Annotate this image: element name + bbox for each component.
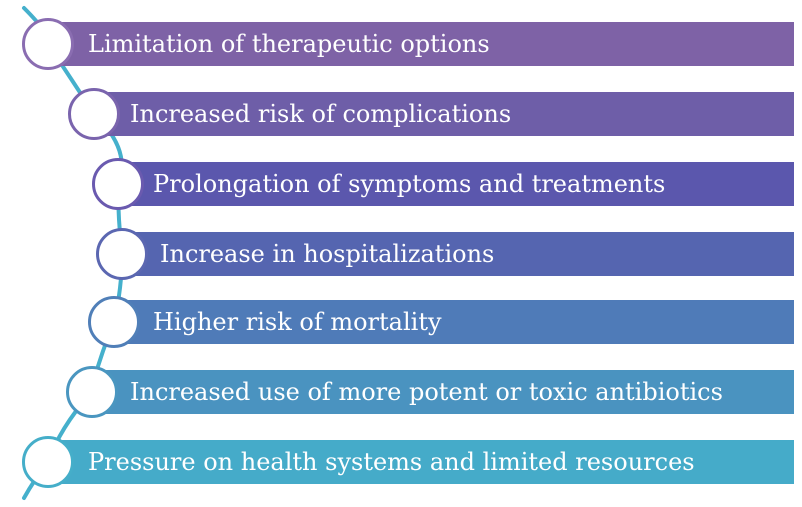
node-circle-4 bbox=[96, 228, 148, 280]
bar-1: Limitation of therapeutic options bbox=[48, 22, 794, 66]
bar-1-label: Limitation of therapeutic options bbox=[88, 30, 490, 58]
node-circle-7 bbox=[22, 436, 74, 488]
bar-3: Prolongation of symptoms and treatments bbox=[118, 162, 794, 206]
bar-5: Higher risk of mortality bbox=[114, 300, 794, 344]
bar-4-label: Increase in hospitalizations bbox=[160, 240, 495, 268]
node-circle-5 bbox=[88, 296, 140, 348]
bar-7-label: Pressure on health systems and limited r… bbox=[88, 448, 695, 476]
node-circle-6 bbox=[66, 366, 118, 418]
bar-2-label: Increased risk of complications bbox=[130, 100, 512, 128]
bar-6: Increased use of more potent or toxic an… bbox=[92, 370, 794, 414]
bar-7: Pressure on health systems and limited r… bbox=[48, 440, 794, 484]
bar-6-label: Increased use of more potent or toxic an… bbox=[130, 378, 723, 406]
bar-2: Increased risk of complications bbox=[94, 92, 794, 136]
node-circle-1 bbox=[22, 18, 74, 70]
bar-4: Increase in hospitalizations bbox=[122, 232, 794, 276]
node-circle-2 bbox=[68, 88, 120, 140]
bar-5-label: Higher risk of mortality bbox=[153, 308, 442, 336]
node-circle-3 bbox=[92, 158, 144, 210]
bar-3-label: Prolongation of symptoms and treatments bbox=[153, 170, 666, 198]
